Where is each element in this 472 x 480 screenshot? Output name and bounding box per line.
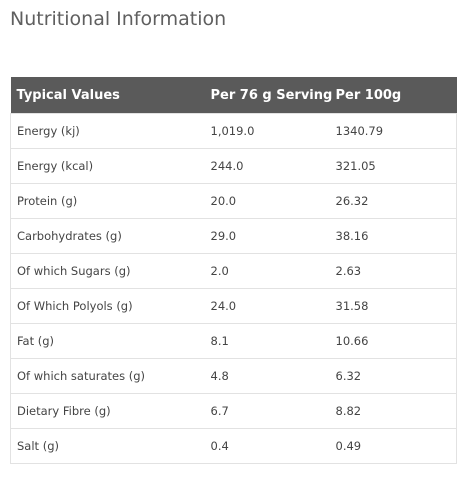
table-row: Protein (g) 20.0 26.32 bbox=[10, 183, 457, 219]
per-serving-value: 4.8 bbox=[204, 358, 330, 394]
table-row: Dietary Fibre (g) 6.7 8.82 bbox=[10, 393, 457, 429]
table-row: Fat (g) 8.1 10.66 bbox=[10, 323, 457, 359]
table-row: Energy (kcal) 244.0 321.05 bbox=[10, 148, 457, 184]
table-row: Of which saturates (g) 4.8 6.32 bbox=[10, 358, 457, 394]
table-row: Of which Sugars (g) 2.0 2.63 bbox=[10, 253, 457, 289]
page-title: Nutritional Information bbox=[10, 8, 227, 30]
per-serving-value: 2.0 bbox=[204, 253, 330, 289]
nutrition-table: Typical Values Per 76 g Serving Per 100g… bbox=[10, 77, 457, 464]
per-serving-value: 8.1 bbox=[204, 323, 330, 359]
table-row: Carbohydrates (g) 29.0 38.16 bbox=[10, 218, 457, 254]
nutrient-name: Carbohydrates (g) bbox=[10, 218, 205, 254]
per-serving-value: 0.4 bbox=[204, 428, 330, 464]
nutrient-name: Dietary Fibre (g) bbox=[10, 393, 205, 429]
nutrient-name: Energy (kj) bbox=[10, 113, 205, 149]
per-100g-value: 26.32 bbox=[329, 183, 457, 219]
per-100g-value: 0.49 bbox=[329, 428, 457, 464]
table-row: Energy (kj) 1,019.0 1340.79 bbox=[10, 113, 457, 149]
per-100g-value: 1340.79 bbox=[329, 113, 457, 149]
per-100g-value: 6.32 bbox=[329, 358, 457, 394]
header-typical-values: Typical Values bbox=[10, 77, 205, 114]
per-serving-value: 1,019.0 bbox=[204, 113, 330, 149]
table-row: Of Which Polyols (g) 24.0 31.58 bbox=[10, 288, 457, 324]
per-serving-value: 20.0 bbox=[204, 183, 330, 219]
nutrient-name: Fat (g) bbox=[10, 323, 205, 359]
per-serving-value: 24.0 bbox=[204, 288, 330, 324]
per-100g-value: 31.58 bbox=[329, 288, 457, 324]
per-serving-value: 29.0 bbox=[204, 218, 330, 254]
nutrient-name: Of which saturates (g) bbox=[10, 358, 205, 394]
nutrient-name: Of which Sugars (g) bbox=[10, 253, 205, 289]
per-100g-value: 8.82 bbox=[329, 393, 457, 429]
nutrient-name: Salt (g) bbox=[10, 428, 205, 464]
per-100g-value: 321.05 bbox=[329, 148, 457, 184]
per-100g-value: 38.16 bbox=[329, 218, 457, 254]
nutrient-name: Of Which Polyols (g) bbox=[10, 288, 205, 324]
per-serving-value: 244.0 bbox=[204, 148, 330, 184]
per-100g-value: 10.66 bbox=[329, 323, 457, 359]
header-per-serving: Per 76 g Serving bbox=[204, 77, 332, 114]
nutrient-name: Energy (kcal) bbox=[10, 148, 205, 184]
per-serving-value: 6.7 bbox=[204, 393, 330, 429]
nutrient-name: Protein (g) bbox=[10, 183, 205, 219]
table-header-row: Typical Values Per 76 g Serving Per 100g bbox=[10, 77, 457, 114]
header-per-100g: Per 100g bbox=[329, 77, 457, 114]
table-row: Salt (g) 0.4 0.49 bbox=[10, 428, 457, 464]
per-100g-value: 2.63 bbox=[329, 253, 457, 289]
